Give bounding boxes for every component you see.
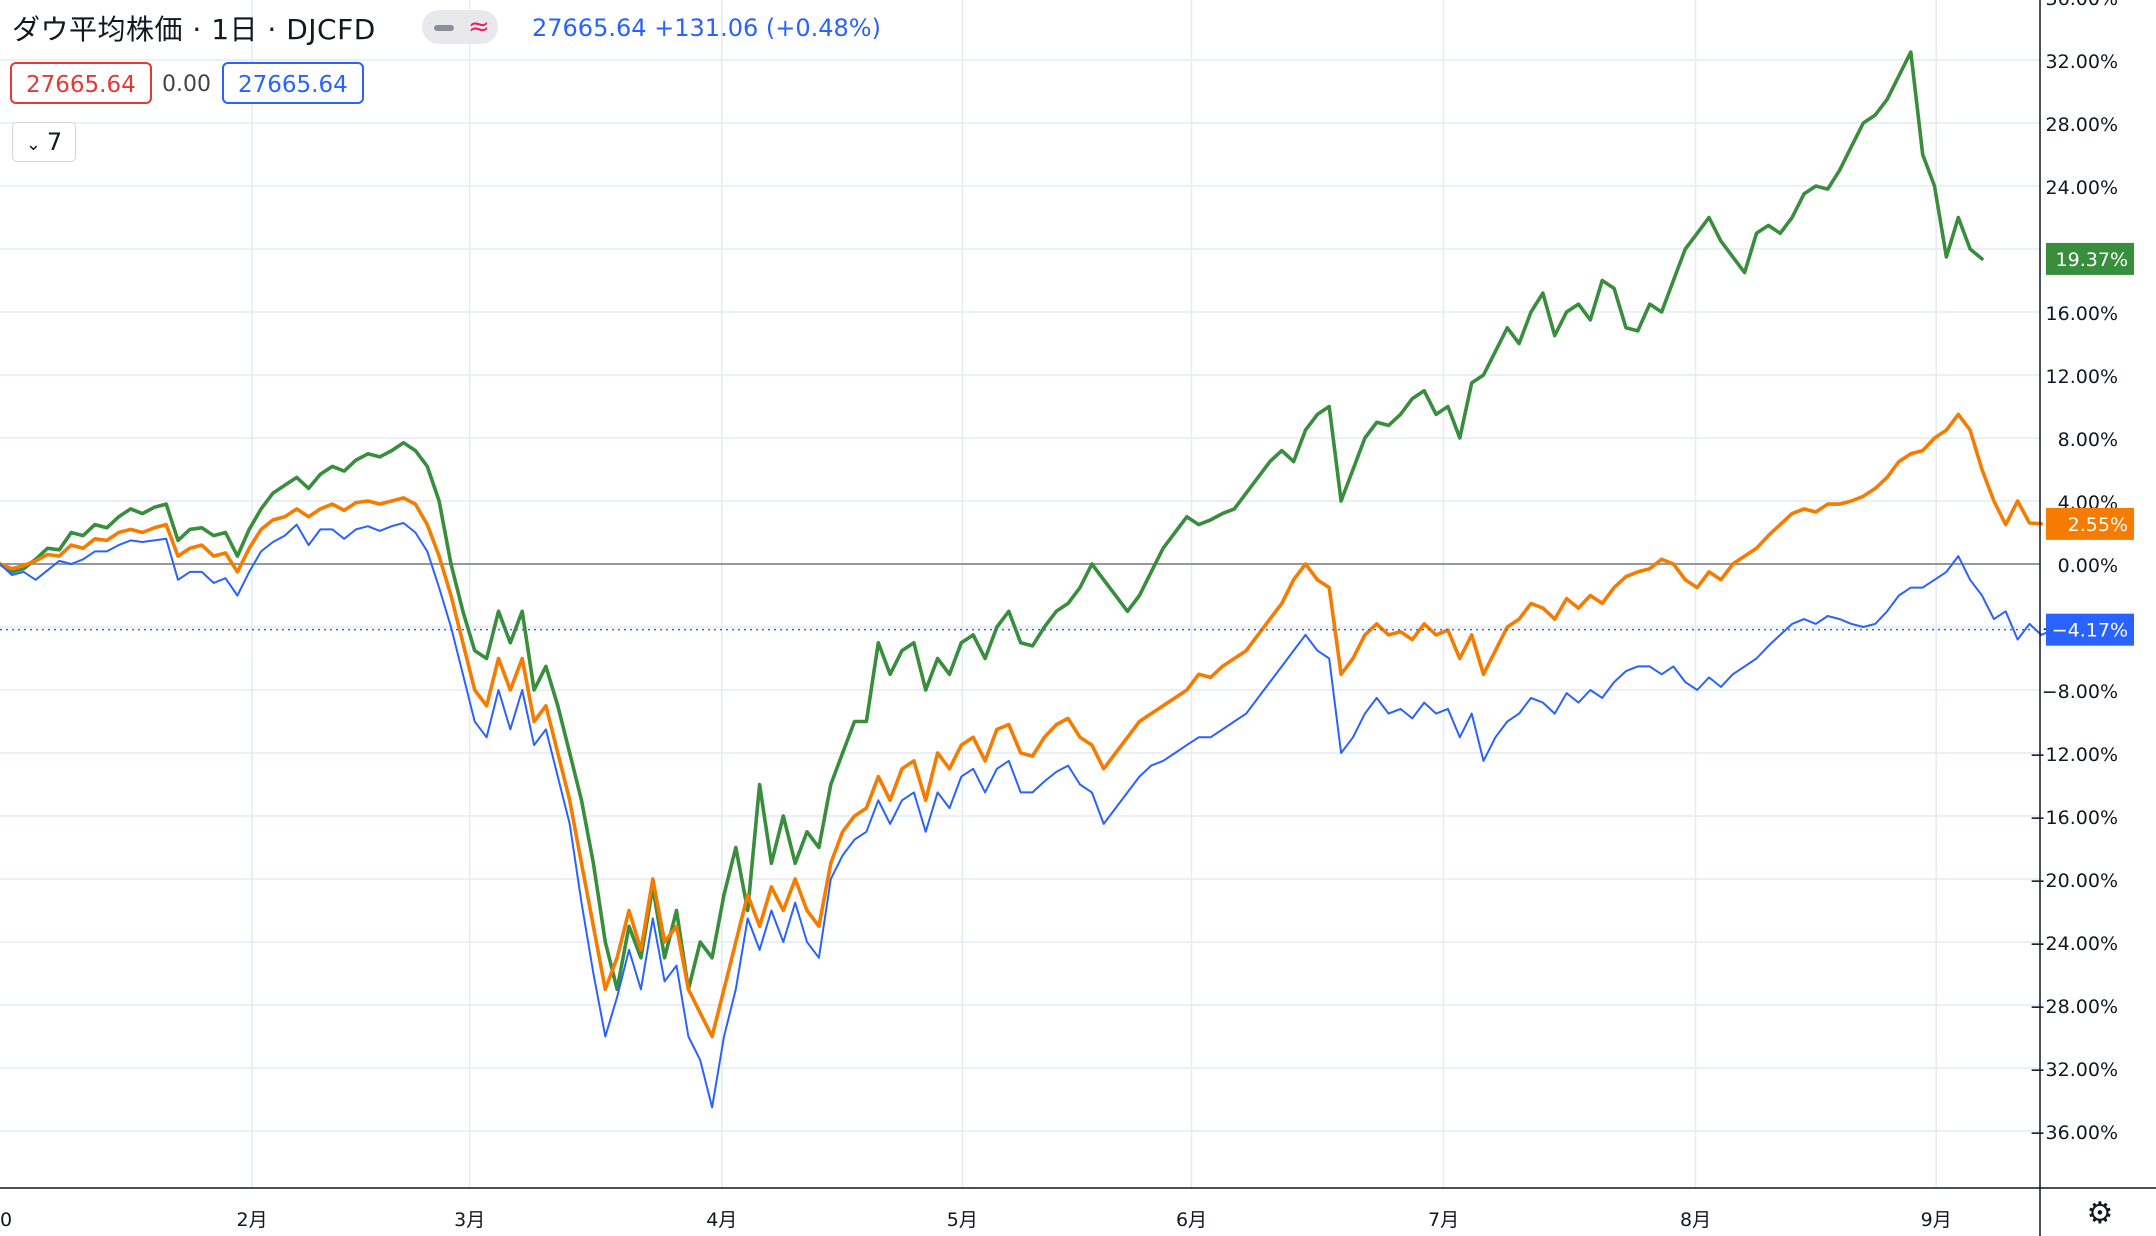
y-tick-label: −32.00% — [2030, 1059, 2118, 1081]
series-line — [0, 50, 1984, 992]
y-tick-label: 8.00% — [2058, 429, 2118, 451]
x-tick-label: 6月 — [1176, 1209, 1207, 1231]
last-value-badge — [2046, 242, 2134, 275]
approx-symbol: ≈ — [468, 12, 490, 42]
x-tick-label: 20 — [0, 1209, 12, 1231]
y-tick-label: −20.00% — [2030, 870, 2118, 892]
approx-icon[interactable]: ≈ — [422, 10, 498, 44]
x-tick-label: 2月 — [236, 1209, 267, 1231]
time-axis: 20 2月 3月 4月 5月 6月 7月 8月 9月 — [0, 1209, 1952, 1231]
symbol-title[interactable]: ダウ平均株価 · 1日 · DJCFD — [12, 13, 376, 46]
x-tick-label: 7月 — [1428, 1209, 1459, 1231]
dash-icon — [434, 25, 454, 31]
sell-price-box[interactable]: 27665.64 — [10, 62, 152, 104]
y-tick-label: −28.00% — [2030, 996, 2118, 1018]
x-tick-label: 8月 — [1680, 1209, 1711, 1231]
y-tick-label: −24.00% — [2030, 933, 2118, 955]
x-tick-label: 5月 — [947, 1209, 978, 1231]
spread-value: 0.00 — [162, 72, 211, 97]
series-line — [0, 522, 2055, 1109]
y-tick-label: 24.00% — [2046, 177, 2118, 199]
series-lines — [0, 50, 2055, 1109]
y-tick-label: −36.00% — [2030, 1122, 2118, 1144]
y-tick-label: 12.00% — [2046, 366, 2118, 388]
last-value-badge — [2046, 613, 2134, 646]
indicator-toggle[interactable]: ⌄ 7 — [12, 122, 76, 162]
last-value-label: 2.55% — [2068, 514, 2128, 536]
y-tick-label: 32.00% — [2046, 51, 2118, 73]
last-value-label: −4.17% — [2052, 620, 2128, 642]
quote-summary: 27665.64 +131.06 (+0.48%) — [532, 14, 881, 42]
chart-grid — [0, 0, 2040, 1188]
x-tick-label: 3月 — [454, 1209, 485, 1231]
y-tick-label: 0.00% — [2058, 555, 2118, 577]
chevron-down-icon: ⌄ — [25, 134, 41, 155]
y-tick-label: 16.00% — [2046, 303, 2118, 325]
x-tick-label: 4月 — [706, 1209, 737, 1231]
buy-price-box[interactable]: 27665.64 — [222, 62, 364, 104]
y-tick-label: 28.00% — [2046, 114, 2118, 136]
x-tick-label: 9月 — [1921, 1209, 1952, 1231]
last-value-badge — [2046, 507, 2134, 540]
y-tick-label: −8.00% — [2042, 681, 2118, 703]
gear-icon[interactable]: ⚙ — [2086, 1196, 2114, 1231]
y-tick-label: −16.00% — [2030, 807, 2118, 829]
y-tick-label: 36.00% — [2046, 0, 2118, 10]
indicator-count: 7 — [46, 128, 63, 156]
last-value-label: 19.37% — [2056, 249, 2128, 271]
series-line — [0, 412, 2044, 1039]
y-tick-label: −12.00% — [2030, 744, 2118, 766]
